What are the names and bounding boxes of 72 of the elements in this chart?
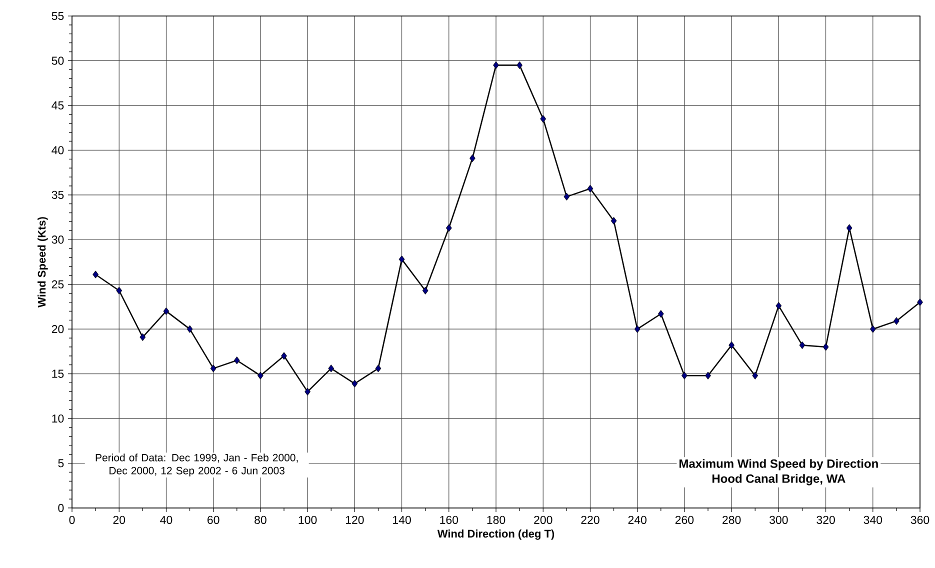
- y-tick-label: 30: [52, 236, 64, 244]
- y-tick-label: 20: [52, 325, 64, 334]
- point: [422, 286, 428, 294]
- y-tick-label: 5: [58, 459, 64, 468]
- text: Hood Canal Bridge, WA: [712, 474, 846, 486]
- point: [752, 372, 758, 380]
- y-tick-label: 10: [52, 414, 64, 423]
- point: [258, 372, 264, 380]
- y-tick-label: 50: [52, 56, 64, 65]
- y-tick-label: 55: [52, 12, 64, 20]
- point: [870, 325, 876, 333]
- point: [540, 115, 546, 123]
- x-tick-label: 40: [160, 516, 172, 524]
- point: [163, 307, 170, 316]
- point: [446, 224, 452, 232]
- point: [728, 341, 735, 350]
- x-tick-label: 260: [675, 516, 694, 524]
- point: [822, 343, 829, 351]
- point: [610, 216, 617, 225]
- point: [776, 302, 782, 310]
- x-tick-label: 160: [440, 516, 458, 524]
- point: [304, 388, 311, 396]
- x-tick-label: 280: [722, 516, 741, 524]
- point: [682, 372, 688, 380]
- x-tick-label: 120: [346, 516, 364, 524]
- point: [634, 325, 640, 333]
- y-tick-label: 40: [52, 146, 64, 154]
- text: Maximum Wind Speed by Direction: [680, 459, 878, 470]
- x-tick-label: 80: [254, 516, 266, 524]
- point: [398, 255, 405, 264]
- x-tick-label: 100: [298, 516, 317, 524]
- point: [470, 154, 476, 162]
- y-tick-label: 15: [52, 370, 64, 378]
- point: [234, 356, 240, 364]
- x-axis-title: Wind Direction (deg T): [437, 530, 554, 540]
- point: [186, 325, 193, 333]
- point: [658, 310, 664, 318]
- point: [894, 317, 900, 325]
- point: [375, 364, 382, 372]
- y-axis-title: Wind Speed (Kts): [38, 217, 48, 308]
- point: [516, 61, 523, 70]
- point: [116, 286, 122, 294]
- y-tick-label: 35: [52, 190, 64, 199]
- x-tick-label: 340: [864, 516, 882, 524]
- x-tick-label: 140: [393, 516, 411, 524]
- point: [92, 270, 99, 278]
- y-tick-label: 25: [52, 280, 64, 288]
- x-tick-label: 220: [581, 516, 600, 524]
- point: [587, 184, 594, 192]
- x-tick-label: 200: [534, 516, 552, 524]
- x-tick-label: 240: [628, 516, 646, 524]
- x-tick-label: 0: [69, 516, 75, 524]
- y-tick-label: 0: [58, 504, 64, 512]
- point: [846, 224, 852, 232]
- point: [281, 352, 287, 360]
- x-tick-label: 300: [770, 516, 788, 524]
- annotation: Period of Data: Dec 1999, Jan - Feb 2000, Dec 2000, 12 Sep 2002 - 6 Jun 2003: [96, 454, 298, 476]
- point: [210, 364, 216, 372]
- y-tick-label: 45: [52, 101, 64, 110]
- x-tick-label: 320: [816, 516, 835, 524]
- point: [493, 61, 499, 70]
- x-tick-label: 360: [910, 516, 930, 524]
- x-tick-label: 60: [208, 516, 220, 524]
- point: [799, 341, 806, 350]
- x-tick-label: 180: [487, 516, 506, 524]
- point: [352, 380, 358, 388]
- point: [564, 192, 570, 201]
- point: [328, 364, 334, 372]
- point: [705, 372, 711, 380]
- point: [140, 333, 146, 341]
- x-tick-label: 20: [113, 516, 126, 524]
- point: [917, 298, 923, 306]
